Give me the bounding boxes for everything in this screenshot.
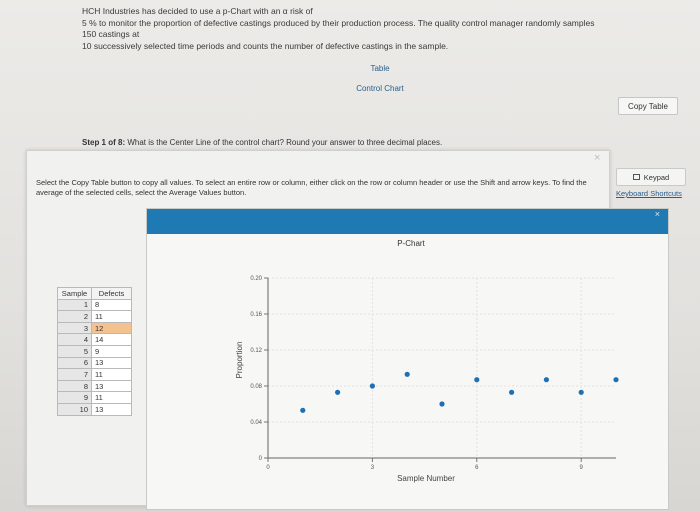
chart-title: P-Chart: [397, 239, 425, 248]
table-row[interactable]: 3 12: [57, 321, 132, 335]
y-tick-label: 0.20: [250, 276, 262, 282]
defects-cell[interactable]: 13: [91, 356, 132, 370]
sample-cell[interactable]: 4: [57, 333, 92, 346]
table-row[interactable]: 6 13: [57, 356, 132, 370]
keypad-label: Keypad: [643, 172, 670, 182]
data-point: [335, 389, 341, 395]
x-tick-label: 6: [475, 465, 479, 471]
chart-window: ×: [146, 208, 669, 510]
step-question: Step 1 of 8: What is the Center Line of …: [82, 138, 442, 147]
data-point: [474, 377, 480, 383]
defects-cell[interactable]: 11: [91, 310, 132, 323]
sample-cell[interactable]: 9: [57, 391, 92, 404]
table-row[interactable]: 7 11: [57, 368, 132, 381]
column-header-sample[interactable]: Sample: [57, 287, 92, 300]
defects-cell[interactable]: 13: [91, 402, 132, 416]
data-point: [369, 383, 375, 389]
column-header-defects[interactable]: Defects: [91, 287, 132, 300]
defects-cell[interactable]: 12: [91, 321, 132, 335]
modal-close-icon[interactable]: ×: [594, 152, 601, 164]
defects-cell[interactable]: 13: [91, 379, 132, 393]
table-row[interactable]: 10 13: [57, 402, 132, 416]
step-question-text: What is the Center Line of the control c…: [127, 138, 443, 147]
copy-table-button[interactable]: Copy Table: [618, 97, 678, 115]
problem-statement: HCH Industries has decided to use a p-Ch…: [82, 6, 682, 52]
control-chart-link[interactable]: Control Chart: [356, 84, 404, 93]
sample-cell[interactable]: 1: [57, 298, 92, 312]
defects-cell[interactable]: 8: [91, 298, 132, 312]
table-link[interactable]: Table: [370, 64, 390, 73]
data-point: [404, 371, 410, 377]
x-tick-label: 3: [371, 465, 375, 471]
data-point: [613, 377, 619, 383]
data-point: [300, 407, 306, 413]
sample-cell[interactable]: 6: [57, 356, 92, 370]
data-point: [578, 389, 584, 395]
sample-cell[interactable]: 7: [57, 368, 92, 381]
modal-instructions: Select the Copy Table button to copy all…: [36, 178, 587, 197]
sample-cell[interactable]: 8: [57, 379, 92, 393]
sample-cell[interactable]: 10: [57, 402, 92, 416]
keyboard-shortcuts-link[interactable]: Keyboard Shortcuts: [616, 189, 682, 198]
data-point: [439, 401, 445, 407]
step-prefix: Step 1 of 8:: [82, 138, 126, 147]
x-tick-label: 0: [266, 465, 270, 471]
side-tools: Keypad Keyboard Shortcuts: [616, 168, 692, 198]
chart-close-icon[interactable]: ×: [654, 209, 660, 219]
keypad-icon: [632, 174, 640, 180]
table-row[interactable]: 9 11: [57, 391, 132, 404]
defects-cell[interactable]: 11: [91, 391, 132, 404]
x-tick-label: 9: [580, 465, 584, 471]
table-row[interactable]: 2 11: [57, 310, 132, 323]
problem-line-3: 150 castings at: [82, 29, 140, 39]
problem-line-2: 5 % to monitor the proportion of defecti…: [82, 17, 595, 28]
keypad-button[interactable]: Keypad: [616, 168, 686, 186]
table-row[interactable]: 8 13: [57, 379, 132, 393]
y-tick-label: 0.16: [250, 312, 262, 318]
chart-y-axis-label: Proportion: [235, 342, 244, 379]
defects-cell[interactable]: 11: [91, 368, 132, 381]
sample-cell[interactable]: 2: [57, 310, 92, 323]
chart-window-titlebar[interactable]: ×: [147, 209, 668, 234]
y-tick-label: 0: [259, 456, 263, 462]
defects-cell[interactable]: 9: [91, 344, 132, 358]
table-row[interactable]: 4 14: [57, 333, 132, 346]
p-chart: 0 0.04 0.08 0.12 0.16 0.20 0 3 6 9 P-Chart Sample…: [235, 239, 619, 483]
sample-cell[interactable]: 3: [57, 321, 92, 335]
sample-cell[interactable]: 5: [57, 344, 92, 358]
y-tick-label: 0.12: [250, 348, 262, 354]
y-tick-label: 0.08: [250, 384, 262, 390]
problem-line-1: HCH Industries has decided to use a p-Ch…: [82, 6, 313, 16]
problem-line-4: 10 successively selected time periods an…: [82, 40, 449, 51]
y-tick-label: 0.04: [250, 420, 262, 426]
data-point: [543, 377, 549, 383]
chart-x-axis-label: Sample Number: [397, 474, 455, 483]
data-point: [509, 389, 515, 395]
data-table: Sample Defects 1 8 2 11 3 12 4 14 5 9 6 13 7 11 8 13 9 11…: [57, 287, 132, 416]
defects-cell[interactable]: 14: [91, 333, 132, 346]
